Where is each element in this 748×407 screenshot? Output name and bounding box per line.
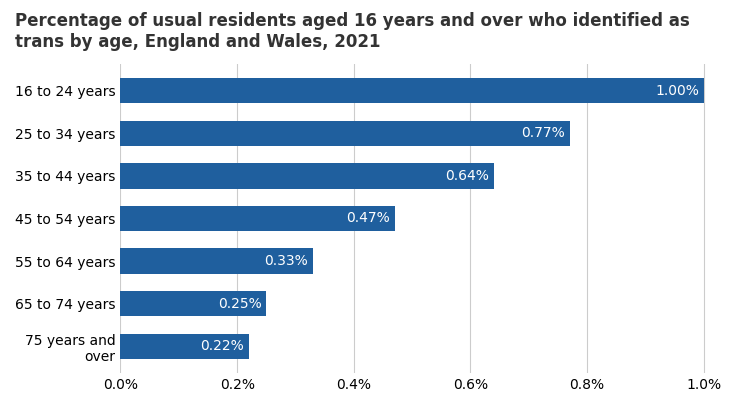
Bar [120,291,266,317]
Bar [120,120,570,146]
Text: 0.77%: 0.77% [521,126,565,140]
Bar [120,163,494,189]
Bar [120,78,704,103]
Text: 0.47%: 0.47% [346,212,390,225]
Text: 0.64%: 0.64% [445,169,489,183]
Text: 0.25%: 0.25% [218,297,262,311]
Bar [120,333,249,359]
Text: 1.00%: 1.00% [655,84,699,98]
Bar [120,206,395,231]
Text: 0.33%: 0.33% [265,254,308,268]
Bar [120,248,313,274]
Text: 0.22%: 0.22% [200,339,244,353]
Text: Percentage of usual residents aged 16 years and over who identified as
trans by : Percentage of usual residents aged 16 ye… [15,12,690,51]
